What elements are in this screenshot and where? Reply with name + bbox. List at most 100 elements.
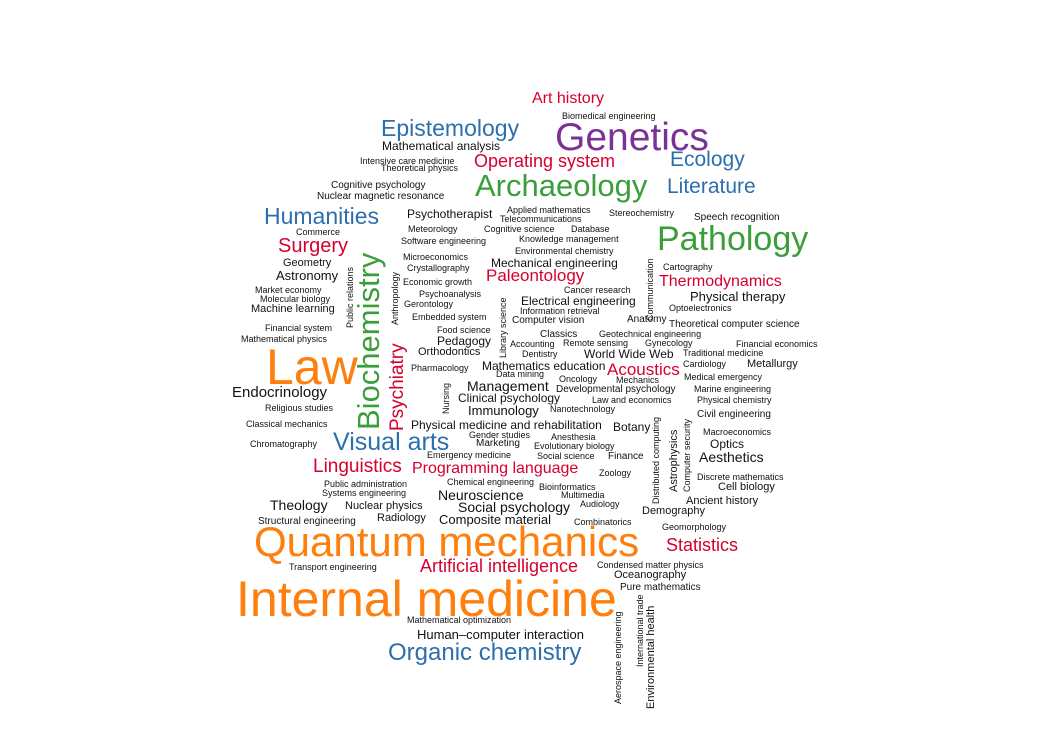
- word: Archaeology: [475, 168, 648, 203]
- word: Law and economics: [592, 395, 672, 405]
- word: Crystallography: [407, 263, 470, 273]
- word: Gerontology: [404, 299, 454, 309]
- word: Pure mathematics: [620, 582, 701, 593]
- word: Nuclear physics: [345, 500, 423, 512]
- word: Cancer research: [564, 285, 631, 295]
- word: Audiology: [580, 499, 620, 509]
- word: Mathematics education: [482, 359, 606, 373]
- word: Applied mathematics: [507, 205, 591, 215]
- word: Cardiology: [683, 359, 727, 369]
- word: Botany: [613, 420, 651, 434]
- word-vertical: Nursing: [441, 382, 451, 414]
- word: Economic growth: [403, 277, 473, 287]
- word: Physical chemistry: [697, 395, 772, 405]
- word-vertical: Aerospace engineering: [613, 611, 623, 704]
- word: Bioinformatics: [539, 482, 596, 492]
- word: Endocrinology: [232, 384, 328, 401]
- word: Radiology: [377, 512, 426, 524]
- word: Data mining: [496, 369, 545, 379]
- word: Financial system: [265, 323, 333, 333]
- word: Molecular biology: [260, 294, 331, 304]
- word-vertical: Computer security: [682, 418, 692, 492]
- word: Machine learning: [251, 303, 335, 315]
- word: Mathematical analysis: [382, 139, 501, 153]
- word: Art history: [532, 90, 605, 107]
- word: Combinatorics: [574, 517, 632, 527]
- word: Artificial intelligence: [420, 556, 579, 576]
- word: Stereochemistry: [609, 208, 675, 218]
- word: Neuroscience: [438, 487, 524, 503]
- word: Traditional medicine: [683, 348, 764, 358]
- word: Cartography: [663, 262, 713, 272]
- word: Acoustics: [607, 360, 680, 379]
- word: Physical medicine and rehabilitation: [411, 418, 602, 432]
- word: Composite material: [439, 512, 551, 527]
- word: Ancient history: [686, 495, 759, 507]
- word: Mathematical optimization: [407, 615, 512, 625]
- word: Marine engineering: [694, 384, 772, 394]
- word: Psychotherapist: [407, 207, 493, 221]
- word: Anesthesia: [551, 432, 596, 442]
- word: Pathology: [657, 220, 809, 258]
- word: Remote sensing: [563, 338, 629, 348]
- word: Pharmacology: [411, 363, 469, 373]
- word: Marketing: [476, 438, 520, 449]
- word: Database: [571, 224, 610, 234]
- word: Mechanics: [616, 375, 660, 385]
- word: Discrete mathematics: [697, 472, 784, 482]
- word: Operating system: [474, 151, 616, 171]
- word-vertical: Anthropology: [390, 271, 400, 325]
- word: Biomedical engineering: [562, 111, 656, 121]
- word: Paleontology: [486, 266, 585, 285]
- word: Chemical engineering: [447, 477, 535, 487]
- word-vertical: Biochemistry: [351, 252, 386, 430]
- word-vertical: International trade: [635, 594, 645, 667]
- word: Pedagogy: [437, 334, 492, 348]
- word: Epistemology: [381, 115, 520, 141]
- word: Chromatography: [250, 439, 318, 449]
- word: Human–computer interaction: [417, 627, 584, 642]
- word: Clinical psychology: [458, 391, 561, 405]
- word-vertical: Environmental health: [645, 605, 657, 709]
- word: Genetics: [555, 116, 709, 159]
- word: Programming language: [412, 460, 579, 477]
- word: Intensive care medicine: [360, 156, 455, 166]
- word: Optoelectronics: [669, 303, 732, 313]
- word: Theoretical physics: [381, 163, 459, 173]
- word: Civil engineering: [697, 409, 771, 420]
- word: Linguistics: [313, 456, 402, 477]
- word: Social psychology: [458, 499, 571, 515]
- word: Literature: [667, 175, 756, 198]
- word: Cell biology: [718, 481, 775, 493]
- word: Surgery: [278, 235, 349, 257]
- word: Evolutionary biology: [534, 441, 615, 451]
- word: Ecology: [670, 148, 745, 171]
- word-vertical: Astrophysics: [668, 429, 680, 492]
- word-vertical: Library science: [498, 297, 508, 358]
- word: Finance: [608, 451, 644, 462]
- word: Emergency medicine: [427, 450, 512, 460]
- word: Psychoanalysis: [419, 289, 482, 299]
- word: Law: [266, 339, 358, 395]
- word: Gender studies: [469, 430, 531, 440]
- word: Quantum mechanics: [254, 518, 640, 565]
- word-vertical: Psychiatry: [387, 343, 408, 431]
- word: Visual arts: [333, 428, 450, 456]
- word: Oncology: [559, 374, 598, 384]
- word: Multimedia: [561, 490, 605, 500]
- word: Orthodontics: [418, 346, 481, 358]
- word: Developmental psychology: [556, 384, 676, 395]
- word: Electrical engineering: [521, 294, 636, 308]
- word: Oceanography: [614, 569, 687, 581]
- word: Nanotechnology: [550, 404, 616, 414]
- word: Systems engineering: [322, 488, 407, 498]
- word: Medical emergency: [684, 372, 763, 382]
- word: Market economy: [255, 285, 322, 295]
- word: Accounting: [510, 339, 555, 349]
- word: Transport engineering: [289, 562, 377, 572]
- word: Embedded system: [412, 312, 487, 322]
- word: Speech recognition: [694, 212, 780, 223]
- word: Nuclear magnetic resonance: [317, 191, 445, 202]
- word-vertical: Public relations: [345, 266, 355, 328]
